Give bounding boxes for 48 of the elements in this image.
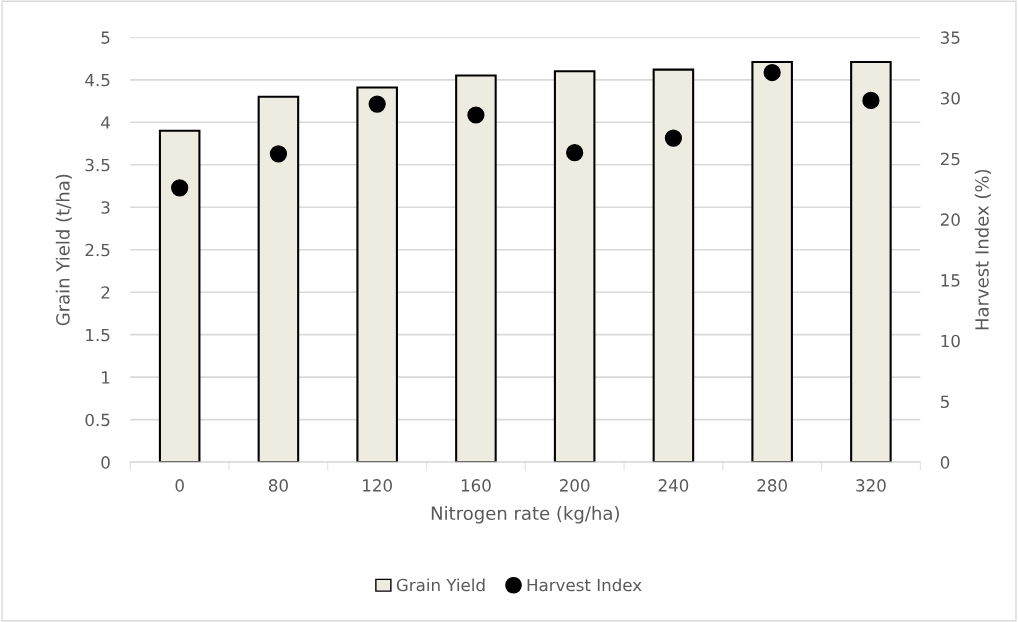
point	[763, 63, 781, 82]
x-axis-title: Nitrogen rate (kg/ha)	[431, 506, 619, 524]
x-tick-label: 80	[268, 479, 288, 492]
point	[368, 95, 386, 113]
bar	[356, 86, 398, 463]
bar	[455, 74, 497, 463]
y-tick-label: 4	[101, 116, 110, 129]
y-tick-label: 3	[101, 201, 110, 214]
bar	[652, 68, 695, 463]
point	[664, 129, 683, 147]
x-tick-label: 320	[856, 479, 886, 492]
y-tick-label: 4.5	[85, 73, 110, 87]
x-tick-label: 160	[461, 479, 491, 492]
legend-label: Grain Yield	[396, 578, 485, 592]
point	[269, 145, 288, 163]
bar	[751, 60, 793, 463]
y2-axis-title: Harvest Index (%)	[974, 169, 991, 330]
y-axis-title: Grain Yield (t/ha)	[55, 174, 72, 326]
y-tick-label: 3.5	[85, 158, 110, 172]
point	[566, 144, 584, 162]
y2-tick-label: 25	[940, 152, 960, 166]
x-tick-label: 280	[757, 479, 787, 492]
y-tick-label: 2.5	[85, 243, 110, 257]
legend-label: Harvest Index	[527, 578, 642, 592]
x-tick-label: 120	[363, 479, 392, 492]
y2-tick-label: 5	[941, 395, 949, 409]
y2-tick-label: 10	[941, 334, 960, 348]
y-tick-label: 1.5	[86, 328, 110, 342]
x-tick-label: 0	[175, 479, 184, 492]
y-tick-label: 1	[102, 371, 110, 384]
bar	[158, 129, 201, 463]
bar	[553, 70, 596, 463]
bar	[257, 95, 300, 463]
y-tick-label: 0.5	[85, 413, 110, 427]
x-tick-label: 200	[559, 479, 590, 492]
x-tick-label: 240	[658, 479, 689, 492]
y2-tick-label: 0	[940, 456, 950, 469]
y2-tick-label: 15	[941, 274, 960, 287]
y-tick-label: 5	[101, 31, 110, 44]
point	[467, 106, 485, 124]
y2-tick-label: 35	[940, 31, 960, 44]
y2-tick-label: 30	[940, 91, 960, 105]
point	[862, 91, 880, 110]
y-tick-label: 2	[101, 286, 110, 299]
point	[171, 179, 189, 197]
y-tick-label: 0	[101, 456, 110, 469]
bar	[850, 60, 892, 463]
y2-tick-label: 20	[940, 213, 960, 226]
